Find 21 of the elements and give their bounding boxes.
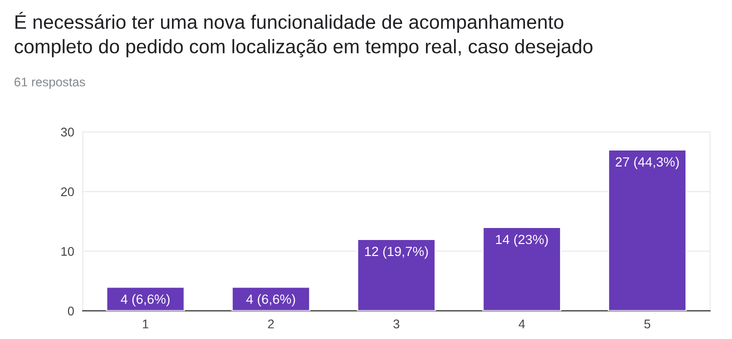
bar <box>356 238 436 311</box>
chart-subtitle: 61 respostas <box>14 78 86 89</box>
data-label: 4 (6,6%) <box>246 294 296 306</box>
x-tick-label: 4 <box>518 320 525 328</box>
y-tick-label: 10 <box>61 247 74 256</box>
y-tick-label: 30 <box>60 128 74 137</box>
y-tick-label: 20 <box>61 187 74 196</box>
x-tick-label: 2 <box>268 320 274 328</box>
x-tick-label: 3 <box>393 320 400 328</box>
data-label: 4 (6,6%) <box>120 294 170 306</box>
chart-title: É necessário ter uma nova funcionalidade de acompanhamento completo do pedido com localização em tempo real, caso desejado <box>14 12 592 58</box>
bar <box>608 149 687 311</box>
x-tick-label: 1 <box>142 320 148 328</box>
y-tick-label: 0 <box>68 306 74 316</box>
data-label: 12 (19,7%) <box>365 246 428 259</box>
data-label: 14 (23%) <box>496 234 548 247</box>
bar <box>231 286 310 311</box>
bar <box>106 286 186 311</box>
bar <box>482 226 562 311</box>
data-label: 27 (44,3%) <box>616 156 679 170</box>
x-tick-label: 5 <box>644 320 650 328</box>
